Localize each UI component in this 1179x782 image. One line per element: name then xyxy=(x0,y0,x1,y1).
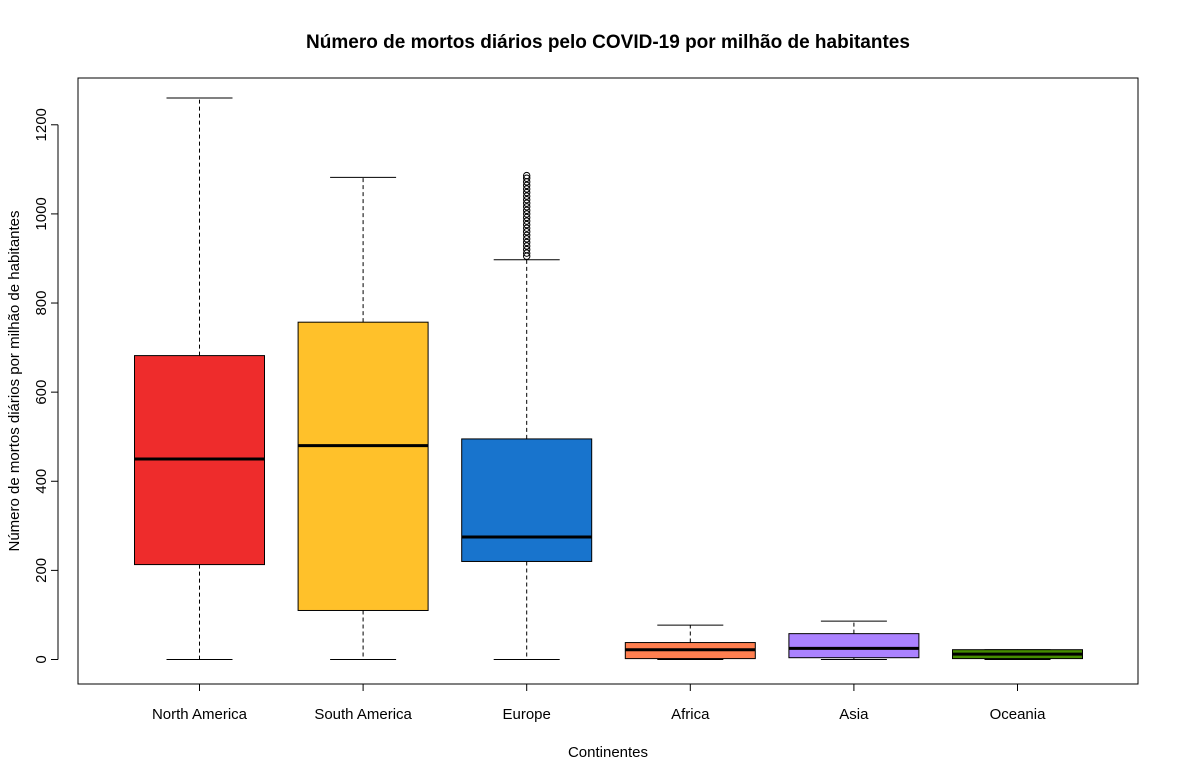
outlier-point xyxy=(523,199,531,207)
y-tick-label: 1200 xyxy=(33,108,50,141)
y-tick-label: 0 xyxy=(33,655,50,663)
outlier-point xyxy=(523,206,531,215)
box-south-america xyxy=(297,176,429,660)
outlier-point xyxy=(523,195,531,204)
outlier-point xyxy=(523,188,531,197)
y-axis: 0 200 400 600 800 1000 1200 xyxy=(33,108,59,664)
x-tick-label: Asia xyxy=(839,706,869,723)
outlier-point xyxy=(523,181,531,190)
outlier-point xyxy=(523,231,531,239)
outlier-point xyxy=(523,238,531,247)
outlier-point xyxy=(523,242,531,250)
box-asia xyxy=(788,620,920,660)
outlier-point xyxy=(523,171,531,180)
outlier-point xyxy=(523,224,531,232)
x-tick-label: Africa xyxy=(671,706,710,723)
box-oceania xyxy=(952,649,1083,660)
box-africa xyxy=(624,624,756,660)
outlier-point xyxy=(523,210,531,218)
y-tick-label: 600 xyxy=(33,380,50,405)
y-tick-label: 1000 xyxy=(33,197,50,230)
outlier-point xyxy=(523,203,531,211)
box-iqr xyxy=(297,321,429,611)
outlier-point xyxy=(523,245,531,254)
x-tick-label: South America xyxy=(314,706,412,723)
box-north-america xyxy=(134,97,265,660)
x-axis-label: Continentes xyxy=(568,744,648,761)
outlier-point xyxy=(523,228,531,236)
outlier-point xyxy=(523,213,531,222)
x-axis: North America South America Europe Africa As… xyxy=(152,683,1047,723)
x-tick-label: North America xyxy=(152,706,248,723)
x-tick-label: Europe xyxy=(503,706,551,723)
chart-title: Número de mortos diários pelo COVID-19 p… xyxy=(306,32,910,53)
outlier-point xyxy=(523,235,531,243)
outlier-point xyxy=(523,192,531,200)
y-axis-label: Número de mortos diários por milhão de h… xyxy=(6,210,23,551)
box-iqr xyxy=(788,633,920,659)
outlier-point xyxy=(523,185,531,193)
outlier-point xyxy=(523,249,531,257)
outlier-point xyxy=(523,217,531,225)
x-tick-label: Oceania xyxy=(990,706,1047,723)
box-europe xyxy=(461,171,593,660)
box-iqr xyxy=(461,438,593,562)
y-tick-label: 200 xyxy=(33,558,50,583)
outlier-point xyxy=(523,220,531,229)
y-tick-label: 400 xyxy=(33,469,50,494)
boxes-group xyxy=(134,97,1083,660)
outlier-point xyxy=(523,174,531,182)
y-tick-label: 800 xyxy=(33,291,50,316)
